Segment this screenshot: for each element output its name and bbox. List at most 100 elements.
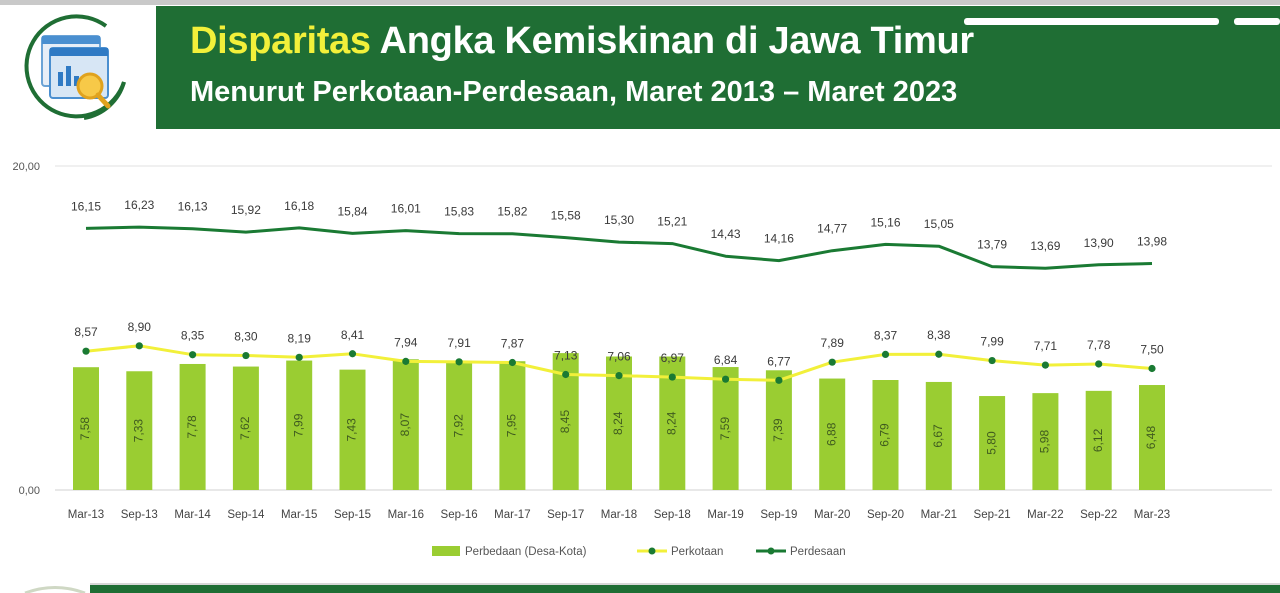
bar-data-label: 7,33 (131, 419, 145, 443)
x-tick-label: Sep-16 (441, 509, 478, 521)
bar (126, 371, 153, 490)
bar-data-label: 8,24 (611, 411, 625, 435)
perkotaan-point (82, 347, 90, 355)
perkotaan-data-label: 8,38 (927, 328, 951, 342)
perkotaan-data-label: 7,06 (607, 350, 631, 364)
title-highlight: Disparitas (190, 20, 371, 62)
x-tick-label: Mar-13 (68, 509, 104, 521)
top-strip (0, 0, 1280, 5)
perkotaan-point (402, 357, 410, 365)
x-tick-label: Sep-14 (227, 509, 265, 521)
perkotaan-data-label: 8,37 (874, 328, 898, 342)
perkotaan-point (722, 375, 730, 383)
perdesaan-data-label: 14,77 (817, 222, 847, 236)
perkotaan-data-label: 8,90 (128, 320, 152, 334)
perkotaan-point (775, 376, 783, 384)
x-tick-label: Mar-21 (921, 509, 957, 521)
page-subtitle: Menurut Perkotaan-Perdesaan, Maret 2013 … (190, 76, 958, 108)
perdesaan-series-line (85, 225, 1153, 270)
perkotaan-data-label: 6,97 (661, 351, 685, 365)
bar-data-label: 7,78 (185, 415, 199, 439)
perdesaan-data-label: 13,79 (977, 238, 1007, 252)
perkotaan-data-label: 8,57 (74, 325, 98, 339)
x-tick-label: Mar-14 (174, 509, 211, 521)
perkotaan-point (828, 358, 836, 366)
perkotaan-data-label: 8,30 (234, 330, 258, 344)
x-tick-label: Sep-19 (760, 509, 797, 521)
x-tick-label: Sep-13 (121, 509, 158, 521)
bar (339, 369, 366, 490)
bar (712, 367, 739, 490)
y-tick-label: 0,00 (19, 485, 40, 497)
title-banner: Disparitas Angka Kemiskinan di Jawa Timu… (156, 6, 1280, 129)
bar (765, 370, 792, 490)
legend-marker-perkotaan (648, 547, 656, 555)
perdesaan-data-label: 15,21 (657, 215, 687, 229)
bar-data-label: 6,79 (878, 423, 892, 447)
decor-bar-small (1234, 18, 1280, 25)
x-tick-label: Mar-20 (814, 509, 850, 521)
perkotaan-data-label: 7,71 (1034, 339, 1058, 353)
bar (286, 360, 313, 490)
perkotaan-data-label: 7,87 (501, 337, 525, 351)
bar-data-label: 7,92 (451, 414, 465, 438)
perkotaan-data-label: 6,84 (714, 353, 738, 367)
perdesaan-data-label: 16,01 (391, 202, 421, 216)
bar (499, 361, 526, 490)
bar-data-label: 6,12 (1091, 428, 1105, 452)
bar (1032, 393, 1059, 490)
bar-data-label: 5,80 (984, 431, 998, 455)
bar-data-label: 6,88 (824, 422, 838, 446)
legend-swatch-perbedaan (432, 546, 460, 556)
legend-label-perdesaan: Perdesaan (790, 546, 846, 558)
perdesaan-data-label: 13,69 (1030, 239, 1060, 253)
perkotaan-point (935, 350, 943, 358)
bar-data-label: 7,58 (78, 417, 92, 441)
x-tick-label: Mar-16 (388, 509, 424, 521)
legend-label-perkotaan: Perkotaan (671, 546, 723, 558)
bar (1085, 390, 1112, 490)
bar (925, 381, 952, 490)
x-tick-label: Mar-18 (601, 509, 637, 521)
bar-data-label: 7,99 (291, 413, 305, 437)
perkotaan-point (455, 358, 463, 366)
bar (232, 366, 259, 490)
bar (179, 363, 206, 490)
perkotaan-point (881, 350, 890, 359)
bar-data-label: 5,98 (1038, 430, 1052, 454)
perdesaan-data-label: 16,13 (178, 200, 208, 214)
decor-bar (964, 18, 1219, 25)
bottom-bar-edge (90, 583, 1280, 585)
perkotaan-point (508, 358, 516, 367)
x-tick-label: Sep-18 (654, 509, 691, 521)
legend-label-perbedaan: Perbedaan (Desa-Kota) (465, 546, 587, 558)
x-tick-label: Mar-19 (707, 509, 743, 521)
bar-data-label: 7,59 (718, 417, 732, 441)
perkotaan-data-label: 7,13 (554, 348, 578, 362)
perdesaan-data-label: 15,83 (444, 205, 474, 219)
perdesaan-data-label: 13,90 (1084, 236, 1114, 250)
perdesaan-data-label: 15,16 (870, 215, 900, 229)
bottom-left-decor (24, 586, 86, 593)
perkotaan-point (295, 353, 303, 361)
page-title: Disparitas Angka Kemiskinan di Jawa Timu… (190, 20, 974, 63)
perkotaan-data-label: 7,99 (980, 335, 1004, 349)
analytics-magnifier-icon (14, 12, 134, 128)
perkotaan-point (242, 351, 250, 360)
perdesaan-data-label: 15,82 (497, 205, 527, 219)
perdesaan-data-label: 14,16 (764, 232, 794, 246)
bar (979, 396, 1006, 490)
bar-data-label: 6,48 (1144, 426, 1158, 450)
perkotaan-data-label: 7,94 (394, 335, 418, 349)
x-tick-label: Mar-23 (1134, 509, 1170, 521)
bar-data-label: 6,67 (931, 424, 945, 448)
perdesaan-data-label: 16,18 (284, 199, 314, 213)
perkotaan-point (668, 373, 676, 381)
x-tick-label: Mar-15 (281, 509, 317, 521)
x-tick-label: Sep-22 (1080, 509, 1117, 521)
bar (1139, 385, 1165, 490)
bottom-bar (90, 583, 1280, 593)
poverty-chart: 0,00 20,00 7,58 7,33 7,78 7,62 7,99 7,43 8,07 7,… (12, 161, 1272, 558)
perdesaan-data-label: 15,05 (924, 217, 954, 231)
bar-data-label: 8,24 (664, 411, 678, 435)
